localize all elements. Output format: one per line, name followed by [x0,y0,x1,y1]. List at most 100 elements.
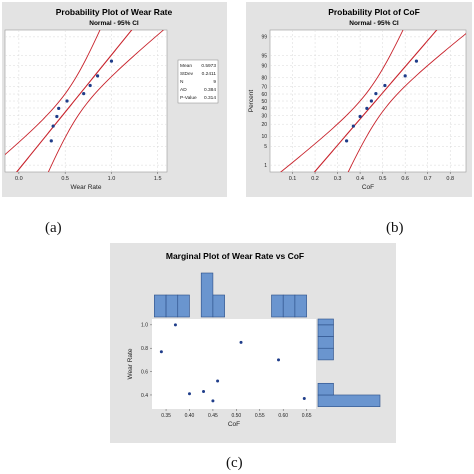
caption-c: (c) [226,455,243,471]
panel-a-fit-line [15,30,133,172]
panel-a-data-point [88,83,92,88]
panel-c-y-tick-label: 0.6 [141,369,148,375]
panel-c-plot: 0.35 0.40 0.45 0.50 0.55 0.60 0.65 0.4 0.6 0.8 1.0… [127,272,381,428]
panel-b-x-tick-label: 0.4 [356,176,364,182]
panel-b-x-tick-label: 0.7 [424,176,432,182]
panel-b-y-axis-label: Percent [248,90,255,113]
panel-b-data-point [374,91,378,96]
panel-b-ci-lower-line [347,33,466,172]
panel-a-title: Probability Plot of Wear Rate [56,7,173,17]
panel-b-data-point [403,74,407,78]
panel-c-data-point [202,389,206,393]
panel-c-x-tick-label: 0.55 [255,413,265,419]
top-histogram-bar [200,272,214,318]
panel-c-x-tick-label: 0.60 [278,413,288,419]
right-histogram-bar [317,382,334,396]
right-histogram-bar [317,318,334,326]
panel-b-data-point [383,83,387,88]
stats-value: 9 [213,79,216,85]
panel-a-x-axis-label: Wear Rate [71,184,102,191]
panel-a-data-point [57,106,61,111]
panel-b-y-tick-label: 90 [261,63,267,69]
panel-c-title: Marginal Plot of Wear Rate vs CoF [166,251,304,261]
stats-label: AD [180,87,187,93]
right-histogram-bar [317,394,381,407]
right-histogram-bar [317,324,334,337]
panel-b-y-tick-label: 60 [261,92,267,98]
panel-c-data-point [173,323,177,327]
panel-a-data-point [55,114,59,119]
panel-b-x-axis-label: CoF [362,184,374,191]
panel-c-data-point [277,358,281,362]
panel-a-subtitle: Normal - 95% CI [89,20,139,27]
panel-a-plot: 0.0 0.5 1.0 1.5 Wear Rate Mean 0.5973 StDev 0.24… [4,29,219,191]
panel-c-x-tick-label: 0.40 [185,413,195,419]
right-histogram-bar [317,336,334,349]
panel-b-data-point [351,124,355,128]
panel-b-y-tick-label: 95 [261,53,267,59]
panel-b-y-tick-label: 5 [264,144,267,150]
panel-b-y-tick-label: 20 [261,122,267,128]
caption-a: (a) [45,220,62,236]
panel-a-ci-lower-line [47,30,165,172]
top-histogram-bar [282,294,296,318]
panel-b-y-tick-label: 30 [261,113,267,119]
panel-c-data-point [239,340,243,344]
panel-b-fit-line [313,30,438,172]
panel-a-data-point [65,99,69,103]
panel-b-x-tick-label: 0.8 [446,176,454,182]
panel-c-y-tick-label: 1.0 [141,323,148,329]
panel-b-title: Probability Plot of CoF [328,7,420,17]
panel-b-y-tick-label: 10 [261,134,267,140]
panel-a-data-point [95,74,100,78]
panel-c-x-tick-label: 0.65 [302,413,312,419]
panel-a-x-tick-label: 0.0 [15,176,23,182]
panel-c-data-point [159,350,163,354]
top-histogram-bar [271,294,284,318]
panel-b-data-point [358,114,362,119]
panel-b-data-point [369,99,373,103]
stats-label: P-Value [180,95,197,101]
panel-a-probability-wear-rate: Probability Plot of Wear Rate Normal - 9… [2,2,227,197]
panel-a-x-tick-label: 1.0 [108,176,116,182]
panel-b-data-point [414,59,419,63]
stats-label: N [180,79,184,85]
panel-a-x-tick-label: 0.5 [61,176,69,182]
panel-b-y-tick-label: 50 [261,99,267,105]
panel-b-probability-cof: Probability Plot of CoF Normal - 95% CI … [246,2,472,197]
panel-c-y-tick-label: 0.8 [141,346,148,352]
panel-a-data-point [49,139,53,143]
top-histogram-bar [294,294,307,318]
panel-b-y-tick-label: 40 [261,106,267,112]
panel-b-x-tick-label: 0.5 [379,176,387,182]
top-histogram-bar [177,294,190,318]
top-histogram-bar [154,294,167,318]
stats-label: StDev [180,71,194,77]
stats-value: 0.2411 [202,71,217,77]
panel-a-data-point [109,59,114,63]
stats-label: Mean [180,63,192,69]
panel-b-y-tick-label: 99 [261,35,267,41]
panel-c-x-tick-label: 0.45 [208,413,218,419]
panel-b-y-tick-label: 70 [261,84,267,90]
stats-value: 0.5973 [201,63,216,69]
panel-c-data-point [187,392,191,396]
panel-c-data-point [216,379,220,383]
panel-c-data-point [211,399,215,403]
panel-c-marginal-plot: Marginal Plot of Wear Rate vs CoF 0.35 0.… [110,243,396,443]
stats-value: 0.384 [204,87,216,93]
panel-b-x-tick-label: 0.1 [289,176,297,182]
panel-c-x-axis-label: CoF [228,421,240,428]
panel-c-x-tick-label: 0.50 [231,413,241,419]
panel-a-ci-upper-line [5,30,101,156]
top-histogram-bar [212,294,225,318]
panel-b-x-tick-label: 0.3 [334,176,342,182]
panel-c-data-point [302,396,306,400]
stats-box [177,59,219,104]
caption-b: (b) [386,220,404,236]
panel-a-data-point [82,91,86,96]
panel-c-y-tick-label: 0.4 [141,393,148,399]
panel-b-x-tick-label: 0.2 [311,176,319,182]
top-histogram-bar [165,294,179,318]
